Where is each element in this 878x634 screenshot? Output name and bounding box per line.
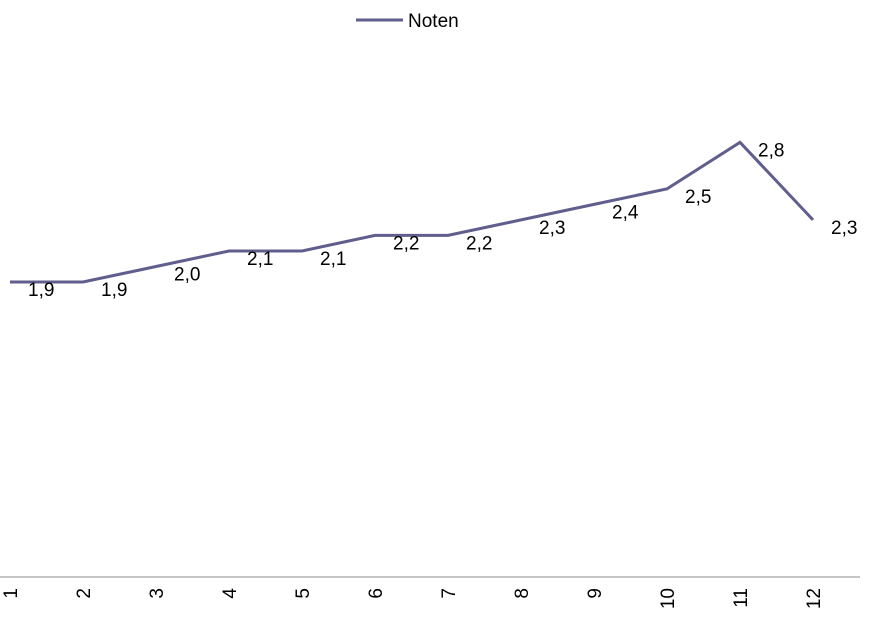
x-tick-label: 10 bbox=[658, 588, 679, 609]
legend: Noten bbox=[356, 11, 459, 32]
x-tick-label: 7 bbox=[439, 588, 460, 599]
data-point bbox=[811, 218, 815, 222]
x-tick-label: 9 bbox=[585, 588, 606, 599]
data-label: 1,9 bbox=[28, 280, 54, 301]
x-tick-group: 1 2 3 4 5 6 7 8 9 10 11 12 bbox=[1, 588, 825, 610]
data-label-group: 1,9 1,9 2,0 2,1 2,1 2,2 2,2 2,3 2,4 2,5 2,8 2,3 bbox=[28, 140, 857, 301]
data-label: 2,5 bbox=[685, 187, 711, 208]
data-label: 2,4 bbox=[612, 202, 639, 223]
series-line-noten bbox=[10, 140, 815, 284]
data-point bbox=[519, 218, 523, 222]
data-label: 2,0 bbox=[174, 265, 200, 286]
data-point bbox=[154, 264, 158, 268]
x-tick-label: 1 bbox=[1, 588, 22, 599]
data-label: 1,9 bbox=[101, 280, 127, 301]
x-tick-label: 6 bbox=[366, 588, 387, 599]
x-tick-label: 3 bbox=[147, 588, 168, 599]
data-label: 2,2 bbox=[393, 233, 419, 254]
data-label: 2,1 bbox=[247, 249, 273, 270]
data-label: 2,2 bbox=[466, 233, 492, 254]
data-point bbox=[446, 233, 450, 237]
data-point bbox=[373, 233, 377, 237]
x-tick-label: 11 bbox=[731, 588, 752, 608]
x-tick-label: 12 bbox=[804, 588, 825, 609]
data-label: 2,8 bbox=[758, 140, 784, 161]
data-label: 2,1 bbox=[320, 249, 346, 270]
data-point bbox=[738, 140, 742, 144]
data-point bbox=[227, 249, 231, 253]
x-tick-label: 8 bbox=[512, 588, 533, 599]
data-label: 2,3 bbox=[539, 218, 565, 239]
data-point bbox=[81, 280, 85, 284]
series-group bbox=[8, 140, 815, 284]
data-point bbox=[665, 187, 669, 191]
data-label: 2,3 bbox=[831, 218, 857, 239]
data-point bbox=[8, 280, 12, 284]
x-tick-label: 2 bbox=[74, 588, 95, 599]
data-point bbox=[592, 202, 596, 206]
legend-label: Noten bbox=[408, 11, 459, 32]
data-point bbox=[300, 249, 304, 253]
x-tick-label: 4 bbox=[220, 588, 241, 599]
x-tick-label: 5 bbox=[293, 588, 314, 599]
